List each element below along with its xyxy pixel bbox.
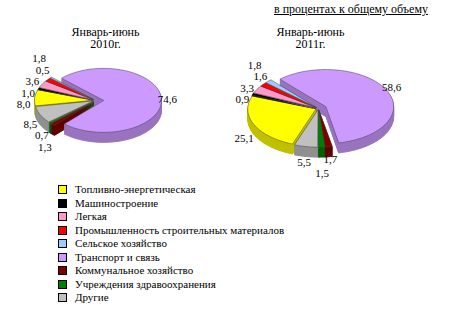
svg-text:5,5: 5,5: [297, 156, 311, 168]
svg-text:1,7: 1,7: [323, 153, 337, 165]
svg-text:Январь-июнь: Январь-июнь: [71, 25, 140, 40]
html-text:в процентах к общему объему: в процентах к общему объему: [274, 2, 428, 16]
svg-text:1,3: 1,3: [38, 141, 52, 153]
svg-text:0,9: 0,9: [236, 93, 250, 105]
svg-text:1,8: 1,8: [32, 52, 46, 64]
html-text:Коммунальное хозяйство: Коммунальное хозяйство: [75, 264, 194, 276]
html-text:Топливно-энергетическая: Топливно-энергетическая: [75, 183, 196, 195]
svg-text:2010г.: 2010г.: [90, 37, 121, 51]
html-text:Промышленность строительных ма: Промышленность строительных материалов: [75, 223, 285, 236]
svg-text:1,0: 1,0: [21, 87, 35, 99]
html-text:Сельское хозяйство: Сельское хозяйство: [75, 237, 167, 249]
html-text:Другие: Другие: [75, 291, 109, 303]
svg-text:3,6: 3,6: [26, 75, 40, 87]
svg-text:74,6: 74,6: [158, 92, 178, 104]
svg-text:3,3: 3,3: [240, 82, 254, 94]
html-text:Транспорт и связь: Транспорт и связь: [75, 250, 160, 263]
svg-text:58,6: 58,6: [382, 81, 402, 93]
html-text:Легкая: Легкая: [75, 210, 107, 222]
html-text:Машиностроение: Машиностроение: [75, 196, 159, 209]
svg-text:1,5: 1,5: [315, 167, 329, 179]
svg-text:8,5: 8,5: [24, 118, 38, 130]
svg-text:Январь-июнь: Январь-июнь: [276, 25, 345, 40]
svg-text:1,6: 1,6: [253, 70, 267, 82]
svg-text:1,8: 1,8: [248, 59, 262, 71]
svg-text:0,7: 0,7: [35, 129, 49, 141]
svg-text:8,0: 8,0: [17, 98, 31, 110]
html-text:Учреждения здравоохранения: Учреждения здравоохранения: [75, 277, 216, 290]
svg-text:25,1: 25,1: [234, 132, 253, 144]
svg-text:2011г.: 2011г.: [295, 37, 325, 51]
svg-text:0,5: 0,5: [36, 64, 50, 76]
